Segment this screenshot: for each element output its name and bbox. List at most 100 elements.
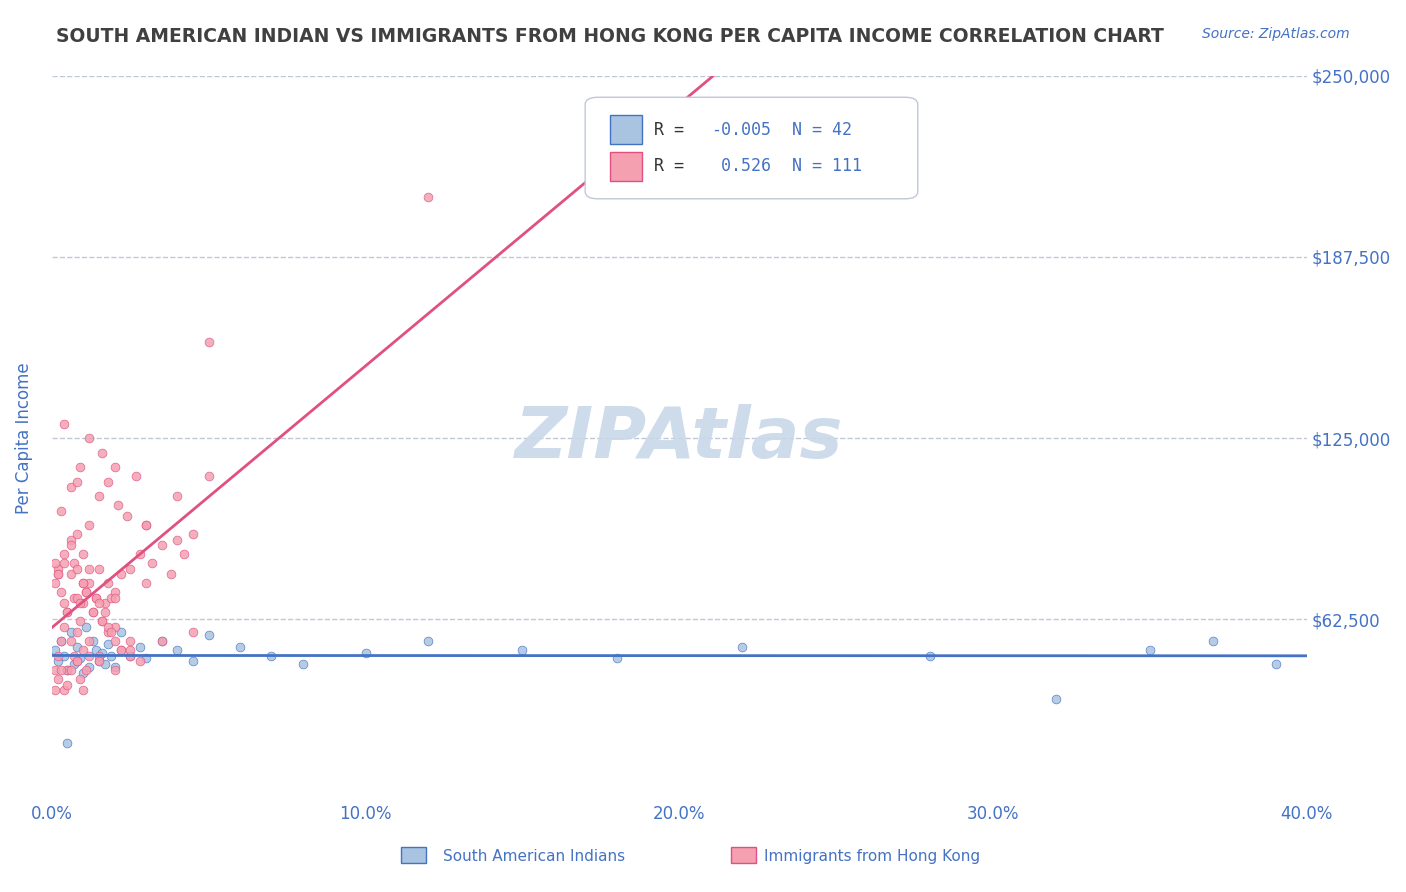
Point — [166, 489, 188, 503]
Point — [53, 596, 76, 610]
FancyBboxPatch shape — [610, 115, 641, 145]
Point — [181, 654, 204, 668]
Point — [62, 556, 84, 570]
Point — [79, 648, 101, 663]
Point — [103, 619, 125, 633]
Point — [51, 634, 73, 648]
Point — [53, 417, 76, 431]
Point — [46, 648, 69, 663]
Point — [66, 625, 89, 640]
Point — [56, 605, 79, 619]
Point — [110, 625, 132, 640]
Point — [87, 561, 110, 575]
Point — [97, 625, 120, 640]
Point — [44, 663, 66, 677]
Point — [46, 567, 69, 582]
Point — [128, 640, 150, 654]
Point — [79, 518, 101, 533]
Point — [69, 672, 91, 686]
Point — [62, 591, 84, 605]
Point — [59, 625, 82, 640]
Point — [166, 642, 188, 657]
Point — [100, 625, 122, 640]
FancyBboxPatch shape — [610, 152, 641, 181]
Point — [66, 654, 89, 668]
Point — [59, 634, 82, 648]
Point — [260, 648, 283, 663]
Point — [418, 634, 440, 648]
Point — [69, 596, 91, 610]
Point — [1139, 642, 1161, 657]
Point — [291, 657, 314, 672]
Point — [69, 460, 91, 475]
Text: ZIPAtlas: ZIPAtlas — [515, 403, 844, 473]
Point — [44, 642, 66, 657]
Point — [103, 663, 125, 677]
Point — [103, 634, 125, 648]
Point — [150, 538, 173, 552]
Point — [53, 547, 76, 561]
Point — [44, 683, 66, 698]
Point — [150, 634, 173, 648]
Point — [44, 556, 66, 570]
Point — [84, 591, 107, 605]
Point — [120, 648, 142, 663]
Point — [135, 518, 157, 533]
Point — [107, 498, 129, 512]
Point — [120, 561, 142, 575]
Point — [62, 657, 84, 672]
Point — [84, 591, 107, 605]
FancyBboxPatch shape — [585, 97, 918, 199]
Point — [91, 614, 114, 628]
Point — [79, 431, 101, 445]
Point — [920, 648, 942, 663]
Point — [59, 533, 82, 547]
Point — [56, 663, 79, 677]
Point — [87, 654, 110, 668]
Point — [100, 591, 122, 605]
Text: R =: R = — [654, 121, 695, 139]
Point — [94, 605, 117, 619]
Point — [69, 614, 91, 628]
Point — [128, 654, 150, 668]
Point — [79, 576, 101, 591]
Point — [53, 556, 76, 570]
Point — [56, 663, 79, 677]
Point — [82, 634, 104, 648]
Point — [229, 640, 252, 654]
Point — [79, 660, 101, 674]
Point — [56, 605, 79, 619]
Point — [66, 640, 89, 654]
Point — [150, 634, 173, 648]
Point — [82, 605, 104, 619]
Point — [94, 657, 117, 672]
Point — [197, 628, 219, 642]
Point — [731, 640, 754, 654]
Point — [44, 576, 66, 591]
Point — [91, 646, 114, 660]
Y-axis label: Per Capita Income: Per Capita Income — [15, 362, 32, 514]
Point — [512, 642, 534, 657]
Point — [1264, 657, 1286, 672]
Point — [354, 646, 377, 660]
Text: -0.005: -0.005 — [710, 121, 770, 139]
Point — [160, 567, 183, 582]
Point — [69, 651, 91, 665]
Point — [91, 445, 114, 459]
Point — [84, 642, 107, 657]
Point — [72, 576, 94, 591]
Text: 0.526: 0.526 — [710, 157, 770, 175]
Point — [75, 584, 97, 599]
Point — [197, 335, 219, 350]
Text: N = 111: N = 111 — [793, 157, 862, 175]
Point — [141, 556, 163, 570]
Point — [135, 518, 157, 533]
Point — [1202, 634, 1225, 648]
Point — [606, 651, 628, 665]
Point — [97, 637, 120, 651]
Text: N = 42: N = 42 — [793, 121, 852, 139]
Point — [79, 561, 101, 575]
Point — [59, 480, 82, 494]
Point — [46, 561, 69, 575]
Point — [72, 596, 94, 610]
